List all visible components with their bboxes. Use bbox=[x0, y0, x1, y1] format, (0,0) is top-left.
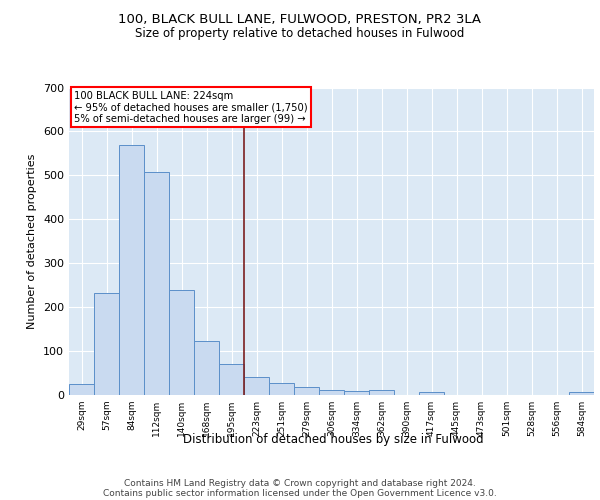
Text: 100 BLACK BULL LANE: 224sqm
← 95% of detached houses are smaller (1,750)
5% of s: 100 BLACK BULL LANE: 224sqm ← 95% of det… bbox=[74, 90, 308, 124]
Bar bbox=[344, 390, 369, 395]
Bar bbox=[319, 390, 344, 395]
Text: Contains public sector information licensed under the Open Government Licence v3: Contains public sector information licen… bbox=[103, 488, 497, 498]
Bar bbox=[169, 290, 194, 395]
Text: Contains HM Land Registry data © Crown copyright and database right 2024.: Contains HM Land Registry data © Crown c… bbox=[124, 478, 476, 488]
Bar bbox=[369, 390, 394, 395]
Bar bbox=[569, 392, 594, 395]
Bar bbox=[294, 387, 319, 395]
Bar bbox=[144, 172, 169, 395]
Y-axis label: Number of detached properties: Number of detached properties bbox=[28, 154, 37, 329]
Text: Distribution of detached houses by size in Fulwood: Distribution of detached houses by size … bbox=[182, 432, 484, 446]
Text: Size of property relative to detached houses in Fulwood: Size of property relative to detached ho… bbox=[136, 28, 464, 40]
Bar bbox=[244, 378, 269, 395]
Bar bbox=[94, 293, 119, 395]
Bar bbox=[419, 392, 444, 395]
Text: 100, BLACK BULL LANE, FULWOOD, PRESTON, PR2 3LA: 100, BLACK BULL LANE, FULWOOD, PRESTON, … bbox=[119, 12, 482, 26]
Bar bbox=[269, 383, 294, 395]
Bar bbox=[219, 364, 244, 395]
Bar bbox=[194, 341, 219, 395]
Bar bbox=[69, 384, 94, 395]
Bar bbox=[119, 144, 144, 395]
